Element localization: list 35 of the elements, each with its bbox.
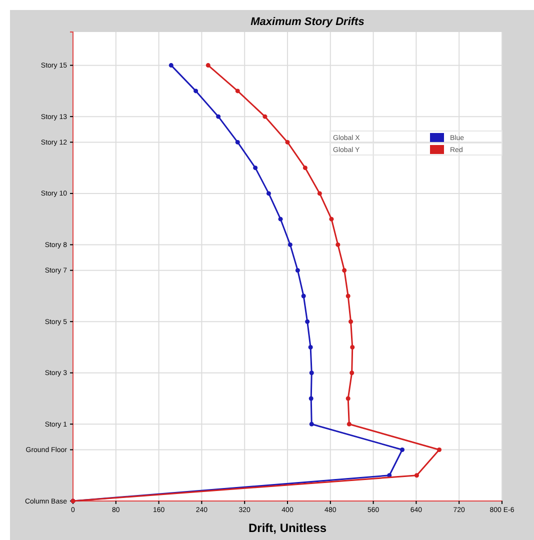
point xyxy=(350,344,355,350)
point xyxy=(266,191,271,196)
point xyxy=(348,319,354,324)
point xyxy=(288,242,292,247)
point xyxy=(329,216,334,222)
point xyxy=(342,268,347,273)
point xyxy=(414,473,419,478)
point xyxy=(350,370,354,376)
point xyxy=(285,140,290,144)
point xyxy=(308,396,314,401)
point xyxy=(278,216,283,222)
point xyxy=(317,191,322,196)
point xyxy=(336,242,340,247)
point xyxy=(206,63,210,68)
point xyxy=(235,88,240,94)
point xyxy=(216,114,221,119)
point xyxy=(302,166,308,170)
point xyxy=(194,88,198,94)
point xyxy=(346,294,350,298)
point xyxy=(262,114,268,119)
point xyxy=(309,370,314,376)
chart-title: Maximum Story Drifts xyxy=(250,16,364,28)
point xyxy=(295,268,300,273)
point xyxy=(437,447,442,452)
point xyxy=(400,447,405,452)
point xyxy=(305,319,310,324)
point xyxy=(346,422,352,426)
point xyxy=(308,344,313,350)
point xyxy=(309,422,314,426)
point xyxy=(301,294,306,298)
point xyxy=(346,396,350,401)
point xyxy=(253,166,258,170)
point xyxy=(235,140,240,144)
point xyxy=(168,63,174,68)
x-axis-title: Drift, Unitless xyxy=(248,521,327,535)
